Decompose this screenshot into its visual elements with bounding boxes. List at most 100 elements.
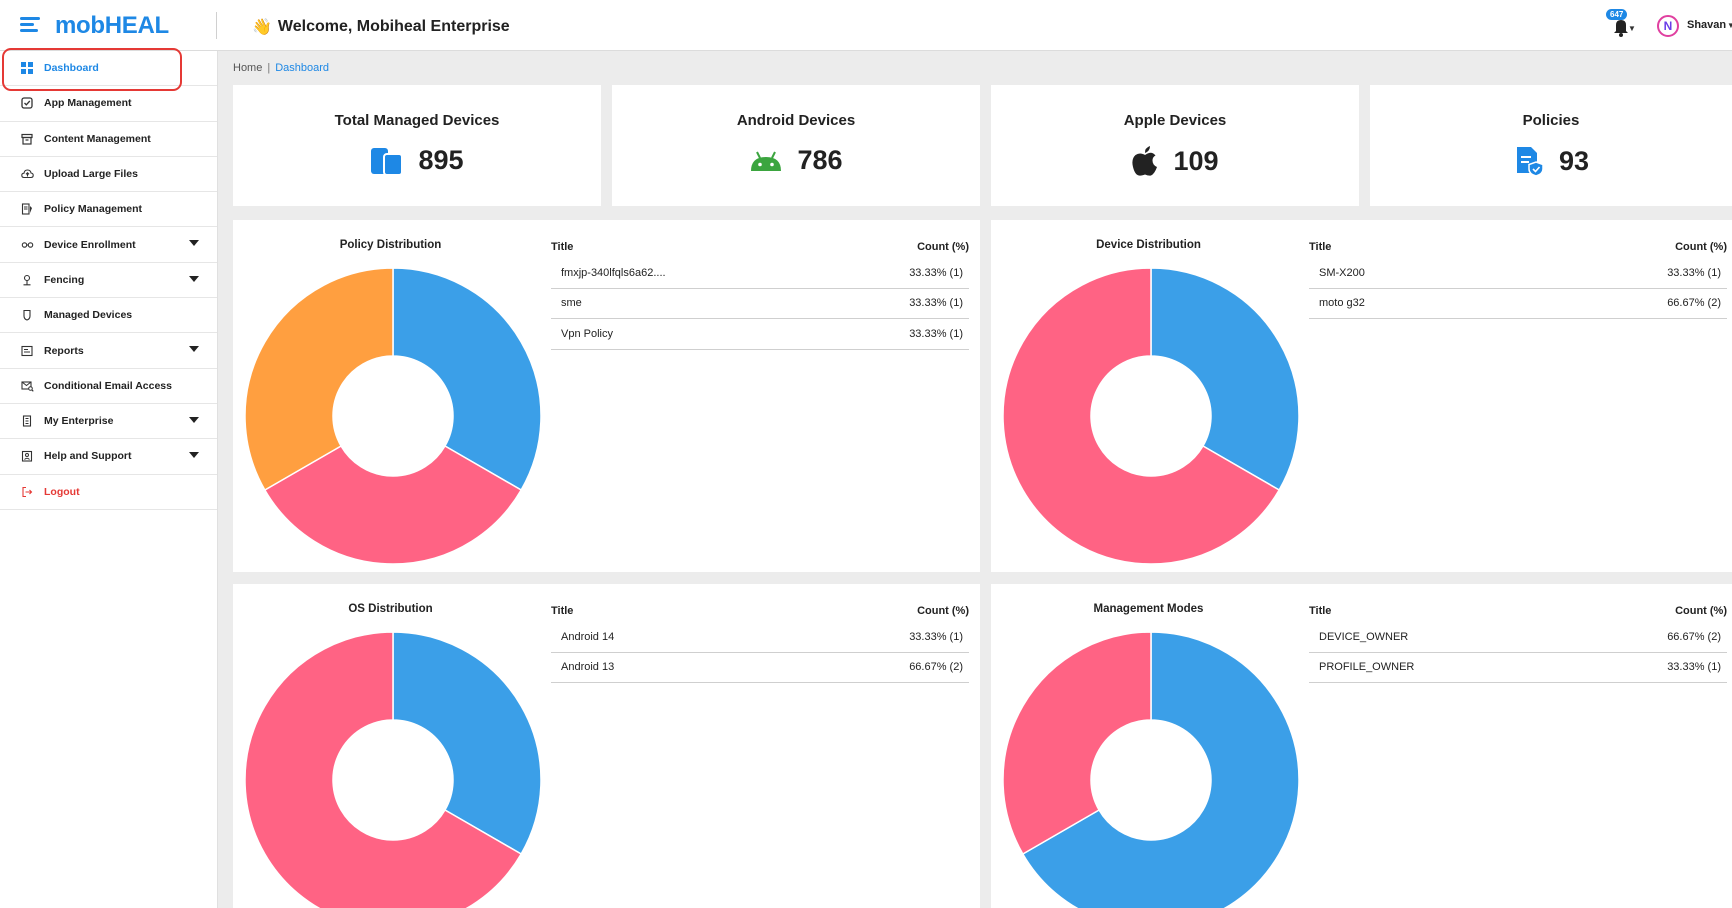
donut-slice-device-owner[interactable] (1021, 631, 1300, 908)
stat-card-policies[interactable]: Policies 93 (1370, 85, 1732, 206)
row-count: 33.33% (1) (909, 297, 963, 310)
sidebar-item-fencing[interactable]: Fencing (0, 263, 217, 299)
table-header: Title Count (%) (551, 600, 969, 622)
management-modes-donut-chart[interactable] (1001, 630, 1301, 908)
caret-down-icon[interactable] (189, 416, 199, 423)
sidebar-item-policy-management[interactable]: Policy Management (0, 192, 217, 228)
archive-icon (20, 132, 34, 146)
donut-slice-vpn-policy[interactable] (244, 267, 394, 492)
sidebar-item-app-management[interactable]: App Management (0, 86, 217, 122)
column-header-title: Title (551, 241, 574, 253)
enroll-icon (20, 238, 34, 252)
row-count: 66.67% (2) (1667, 630, 1721, 643)
table-row[interactable]: fmxjp-340lfqls6a62.... 33.33% (1) (551, 258, 969, 289)
panel-title: OS Distribution (348, 603, 433, 615)
hamburger-menu-icon[interactable] (20, 17, 40, 35)
sidebar-item-reports[interactable]: Reports (0, 333, 217, 369)
sidebar-item-label: Managed Devices (44, 309, 133, 322)
caret-down-icon[interactable] (189, 240, 199, 247)
panel-device-distribution: Device Distribution Title Count (%) SM-X… (991, 220, 1732, 572)
sidebar-item-logout[interactable]: Logout (0, 475, 217, 510)
sidebar-item-conditional-email-access[interactable]: Conditional Email Access (0, 369, 217, 404)
management-modes-table: Title Count (%) DEVICE_OWNER 66.67% (2) P… (1309, 600, 1727, 683)
sidebar-item-label: App Management (44, 97, 132, 110)
app-logo[interactable]: mobHEAL (55, 12, 169, 40)
logout-icon (20, 485, 34, 499)
sidebar-item-label: Help and Support (44, 450, 132, 463)
app-check-icon (20, 96, 34, 110)
panel-title: Management Modes (1093, 603, 1204, 615)
panel-title: Policy Distribution (339, 239, 442, 251)
email-search-icon (20, 379, 34, 393)
stat-card-total-managed-devices[interactable]: Total Managed Devices 895 (233, 85, 601, 206)
row-title: moto g32 (1319, 297, 1365, 310)
logo-text: mob (55, 12, 105, 39)
chevron-down-icon[interactable]: ▼ (1727, 21, 1732, 30)
device-distribution-donut-chart[interactable] (1001, 266, 1301, 566)
table-row[interactable]: moto g32 66.67% (2) (1309, 289, 1727, 319)
shield-icon (20, 308, 34, 322)
column-header-title: Title (551, 605, 574, 617)
stat-title: Apple Devices (1123, 112, 1227, 129)
stat-value: 895 (418, 145, 464, 175)
sidebar-item-label: Policy Management (44, 203, 143, 216)
sidebar-item-label: Logout (44, 485, 80, 498)
top-header: mobHEAL 👋 Welcome, Mobiheal Enterprise 6… (0, 0, 1732, 51)
table-row[interactable]: Android 14 33.33% (1) (551, 622, 969, 653)
row-count: 33.33% (1) (909, 266, 963, 279)
location-pin-icon (20, 273, 34, 287)
donut-slice-android-14[interactable] (392, 631, 542, 856)
sidebar-item-my-enterprise[interactable]: My Enterprise (0, 404, 217, 440)
help-icon (20, 449, 34, 463)
stat-card-apple-devices[interactable]: Apple Devices 109 (991, 85, 1359, 206)
caret-down-icon[interactable] (189, 452, 199, 459)
column-header-title: Title (1309, 241, 1332, 253)
donut-slice-sm-x200[interactable] (1150, 267, 1300, 492)
table-row[interactable]: PROFILE_OWNER 33.33% (1) (1309, 653, 1727, 683)
donut-slice-moto-g32[interactable] (1002, 267, 1281, 565)
donut-slice-android-13[interactable] (244, 631, 523, 908)
sidebar-item-label: Device Enrollment (44, 238, 136, 251)
os-distribution-donut-chart[interactable] (243, 630, 543, 908)
stat-card-android-devices[interactable]: Android Devices 786 (612, 85, 980, 206)
caret-down-icon[interactable] (189, 275, 199, 282)
policy-doc-icon (1516, 147, 1544, 177)
stat-title: Android Devices (736, 112, 856, 129)
sidebar-item-label: Content Management (44, 132, 151, 145)
breadcrumb-current[interactable]: Dashboard (275, 62, 330, 74)
row-count: 33.33% (1) (1667, 266, 1721, 279)
donut-slice-sme[interactable] (263, 444, 523, 565)
sidebar-item-content-management[interactable]: Content Management (0, 122, 217, 157)
row-title: Vpn Policy (561, 327, 613, 340)
sidebar-item-managed-devices[interactable]: Managed Devices (0, 298, 217, 334)
breadcrumb-home[interactable]: Home (233, 62, 263, 74)
donut-slice-profile-owner[interactable] (1002, 631, 1152, 856)
donut-slice-fmxjp-340lfqls6a62[interactable] (392, 267, 542, 492)
row-count: 66.67% (2) (909, 661, 963, 674)
caret-down-icon[interactable] (189, 346, 199, 353)
column-header-title: Title (1309, 605, 1332, 617)
policy-distribution-donut-chart[interactable] (243, 266, 543, 566)
sidebar-item-upload-large-files[interactable]: Upload Large Files (0, 157, 217, 193)
table-row[interactable]: DEVICE_OWNER 66.67% (2) (1309, 622, 1727, 653)
column-header-count: Count (%) (917, 605, 969, 617)
table-row[interactable]: sme 33.33% (1) (551, 289, 969, 319)
row-title: SM-X200 (1319, 266, 1365, 279)
avatar[interactable]: N (1657, 15, 1679, 37)
user-name[interactable]: Shavan (1687, 19, 1727, 31)
sidebar-item-dashboard[interactable]: Dashboard (0, 51, 217, 87)
row-count: 66.67% (2) (1667, 297, 1721, 310)
building-icon (20, 414, 34, 428)
table-row[interactable]: Vpn Policy 33.33% (1) (551, 319, 969, 350)
table-row[interactable]: Android 13 66.67% (2) (551, 653, 969, 683)
row-count: 33.33% (1) (909, 630, 963, 643)
table-row[interactable]: SM-X200 33.33% (1) (1309, 258, 1727, 289)
chevron-down-icon[interactable]: ▼ (1628, 24, 1636, 33)
sidebar-item-device-enrollment[interactable]: Device Enrollment (0, 227, 217, 263)
sidebar-item-help-and-support[interactable]: Help and Support (0, 439, 217, 475)
android-icon (751, 151, 782, 171)
notification-count-badge: 647 (1606, 9, 1628, 20)
notification-bell-icon[interactable] (1608, 14, 1634, 38)
welcome-message: 👋 Welcome, Mobiheal Enterprise (252, 17, 510, 37)
panel-policy-distribution: Policy Distribution Title Count (%) fmxj… (233, 220, 980, 572)
